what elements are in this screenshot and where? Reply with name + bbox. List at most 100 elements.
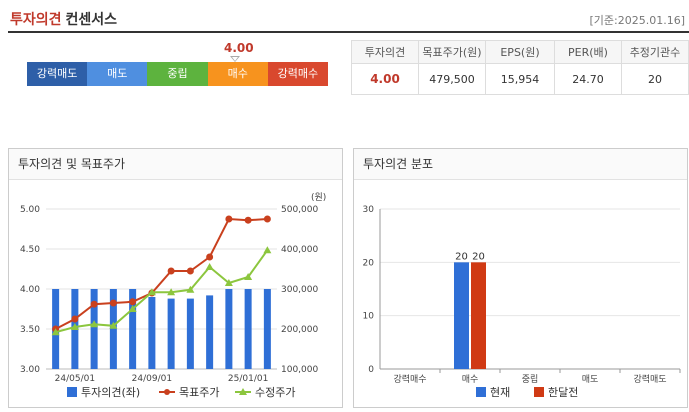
summary-header-cell: PER(배) — [554, 40, 622, 64]
opinion-scale-segment: 중립 — [147, 62, 208, 86]
opinion-scale: 강력매도 매도 중립 매수 강력매수 — [27, 62, 329, 86]
consensus-summary-table: 투자의견 목표주가(원) EPS(원) PER(배) 추정기관수 4.00 47… — [351, 40, 689, 95]
summary-value-eps: 15,954 — [485, 63, 555, 95]
adjusted-price-point — [51, 328, 60, 336]
title-opinion: 투자의견 — [10, 12, 62, 28]
summary-header-row: 투자의견 목표주가(원) EPS(원) PER(배) 추정기관수 — [351, 40, 689, 64]
target-price-point — [167, 267, 175, 275]
x-tick-label: 24/05/01 — [55, 374, 95, 384]
target-price-point — [129, 298, 137, 306]
opinion-bar — [148, 297, 156, 369]
legend-swatch-month-ago — [534, 387, 544, 397]
x-tick-label: 중립 — [522, 374, 539, 385]
y-tick-label: 30 — [363, 205, 375, 215]
adjusted-price-line — [55, 249, 269, 334]
adjusted-price-point — [244, 273, 253, 280]
opinion-target-panel: 투자의견 및 목표주가 5.00 4.50 4.00 3.50 3.00 500,000 4… — [8, 148, 343, 408]
opinion-bar — [225, 289, 233, 369]
target-price-point — [186, 267, 194, 275]
bar-value-label: 20 — [472, 251, 485, 262]
opinion-target-chart: 5.00 4.50 4.00 3.50 3.00 500,000 400,000 300,00… — [20, 192, 326, 399]
legend-marker-adjusted-price — [239, 388, 247, 395]
summary-header-cell: 투자의견 — [351, 40, 419, 64]
adjusted-price-point — [263, 246, 272, 254]
opinion-bar — [109, 289, 117, 369]
current-bar — [454, 262, 469, 369]
x-tick-label: 24/09/01 — [132, 374, 172, 384]
adjusted-price-point — [147, 288, 156, 296]
adjusted-price-point — [90, 320, 99, 328]
opinion-scale-segment: 매도 — [87, 62, 148, 86]
panel-title: 투자의견 분포 — [354, 149, 687, 180]
target-price-point — [109, 299, 117, 307]
legend-label-current: 현재 — [490, 386, 510, 399]
legend-label-month-ago: 한달전 — [548, 386, 578, 399]
opinion-bar — [206, 295, 214, 369]
month-ago-bar — [471, 262, 486, 369]
y-left-tick-label: 4.50 — [20, 245, 40, 255]
y-left-tick-label: 3.50 — [20, 325, 40, 335]
opinion-bar — [90, 289, 98, 369]
legend-label-target-price: 목표주가 — [179, 386, 219, 399]
opinion-bar — [129, 289, 137, 369]
legend-marker-target-price — [164, 389, 170, 395]
base-date: [기준:2025.01.16] — [589, 14, 685, 27]
y-right-tick-label: 400,000 — [281, 245, 318, 255]
target-price-point — [71, 315, 79, 323]
adjusted-price-point — [205, 263, 214, 270]
bar-value-label: 20 — [455, 251, 468, 262]
opinion-scale-value: 4.00 — [224, 41, 254, 55]
opinion-bar — [167, 298, 175, 369]
legend-swatch-current — [476, 387, 486, 397]
y-left-tick-label: 5.00 — [20, 205, 40, 215]
y-right-tick-label: 100,000 — [281, 365, 318, 375]
summary-value-analyst-count: 20 — [621, 63, 689, 95]
opinion-scale-segment: 강력매도 — [27, 62, 88, 86]
y-tick-label: 0 — [368, 365, 374, 375]
adjusted-price-point — [167, 288, 176, 296]
legend-swatch-opinion — [67, 387, 77, 397]
opinion-bar — [263, 289, 271, 369]
summary-value-opinion: 4.00 — [351, 63, 419, 95]
opinion-pointer-icon — [230, 56, 240, 62]
target-price-point — [244, 216, 252, 224]
adjusted-price-point — [70, 323, 79, 330]
target-price-point — [206, 253, 214, 261]
adjusted-price-point — [109, 321, 118, 329]
page-title: 투자의견 컨센서스 — [10, 9, 117, 29]
x-tick-label: 25/01/01 — [228, 374, 268, 384]
x-tick-label: 강력매도 — [633, 373, 666, 385]
opinion-bar — [186, 298, 194, 369]
y-right-tick-label: 300,000 — [281, 285, 318, 295]
target-price-line — [55, 217, 268, 330]
summary-header-cell: 목표주가(원) — [418, 40, 486, 64]
summary-header-cell: 추정기관수 — [621, 40, 689, 64]
y-tick-label: 10 — [363, 312, 375, 322]
adjusted-price-point — [128, 305, 137, 312]
target-price-point — [90, 300, 98, 308]
adjusted-price-point — [186, 285, 195, 293]
opinion-bar — [244, 289, 252, 369]
summary-value-per: 24.70 — [554, 63, 622, 95]
opinion-scale-segment: 강력매수 — [267, 62, 329, 86]
x-tick-label: 매수 — [462, 374, 479, 385]
summary-value-target-price: 479,500 — [418, 63, 486, 95]
header-divider — [8, 31, 689, 33]
summary-header-cell: EPS(원) — [485, 40, 555, 64]
summary-value-row: 4.00 479,500 15,954 24.70 20 — [351, 63, 689, 95]
y-left-tick-label: 3.00 — [20, 365, 40, 375]
legend-label-opinion: 투자의견(좌) — [81, 386, 140, 399]
x-tick-label: 강력매수 — [393, 373, 426, 385]
panel-title: 투자의견 및 목표주가 — [9, 149, 342, 180]
y-tick-label: 20 — [363, 258, 375, 268]
target-price-point — [263, 215, 271, 223]
x-tick-label: 매도 — [582, 374, 599, 385]
y-right-unit-label: (원) — [311, 192, 326, 203]
y-right-tick-label: 500,000 — [281, 205, 318, 215]
target-price-point — [225, 215, 233, 223]
y-left-tick-label: 4.00 — [20, 285, 40, 295]
y-right-tick-label: 200,000 — [281, 325, 318, 335]
adjusted-price-point — [224, 279, 233, 286]
